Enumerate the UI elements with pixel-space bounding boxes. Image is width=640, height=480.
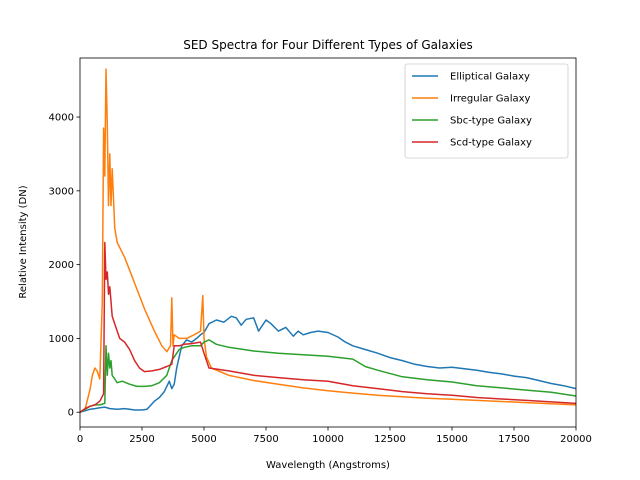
legend-entry: Elliptical Galaxy <box>450 72 530 83</box>
x-tick-label: 10000 <box>312 434 344 445</box>
y-tick-label: 1000 <box>49 334 74 345</box>
x-tick-label: 15000 <box>436 434 468 445</box>
y-tick-label: 2000 <box>49 260 74 271</box>
y-axis-label: Relative Intensity (DN) <box>18 185 29 298</box>
series-line-1 <box>79 68 577 413</box>
y-tick-label: 0 <box>68 408 74 419</box>
x-tick-label: 20000 <box>560 434 592 445</box>
x-tick-label: 5000 <box>191 434 216 445</box>
x-tick-label: 7500 <box>253 434 278 445</box>
legend-entry: Scd-type Galaxy <box>450 138 532 149</box>
x-tick-label: 0 <box>77 434 83 445</box>
x-tick-label: 17500 <box>498 434 530 445</box>
legend-box <box>404 63 569 159</box>
x-tick-label: 12500 <box>374 434 406 445</box>
series-line-0 <box>79 315 577 413</box>
y-tick-label: 3000 <box>49 186 74 197</box>
series-line-3 <box>79 241 577 413</box>
x-axis-label: Wavelength (Angstroms) <box>266 460 390 471</box>
legend-entry: Sbc-type Galaxy <box>450 116 532 127</box>
y-axis-ticks: 0 1000 2000 3000 4000 <box>49 113 80 419</box>
chart-title: SED Spectra for Four Different Types of … <box>183 38 473 52</box>
legend-entry: Irregular Galaxy <box>450 94 531 105</box>
legend: Elliptical Galaxy Irregular Galaxy Sbc-typ… <box>404 63 569 159</box>
plot-series <box>79 68 577 413</box>
series-line-2 <box>79 339 577 413</box>
y-tick-label: 4000 <box>49 113 74 124</box>
x-axis-ticks: 0 2500 5000 7500 10000 12500 15000 17500 20000 <box>77 427 592 445</box>
x-tick-label: 2500 <box>129 434 154 445</box>
